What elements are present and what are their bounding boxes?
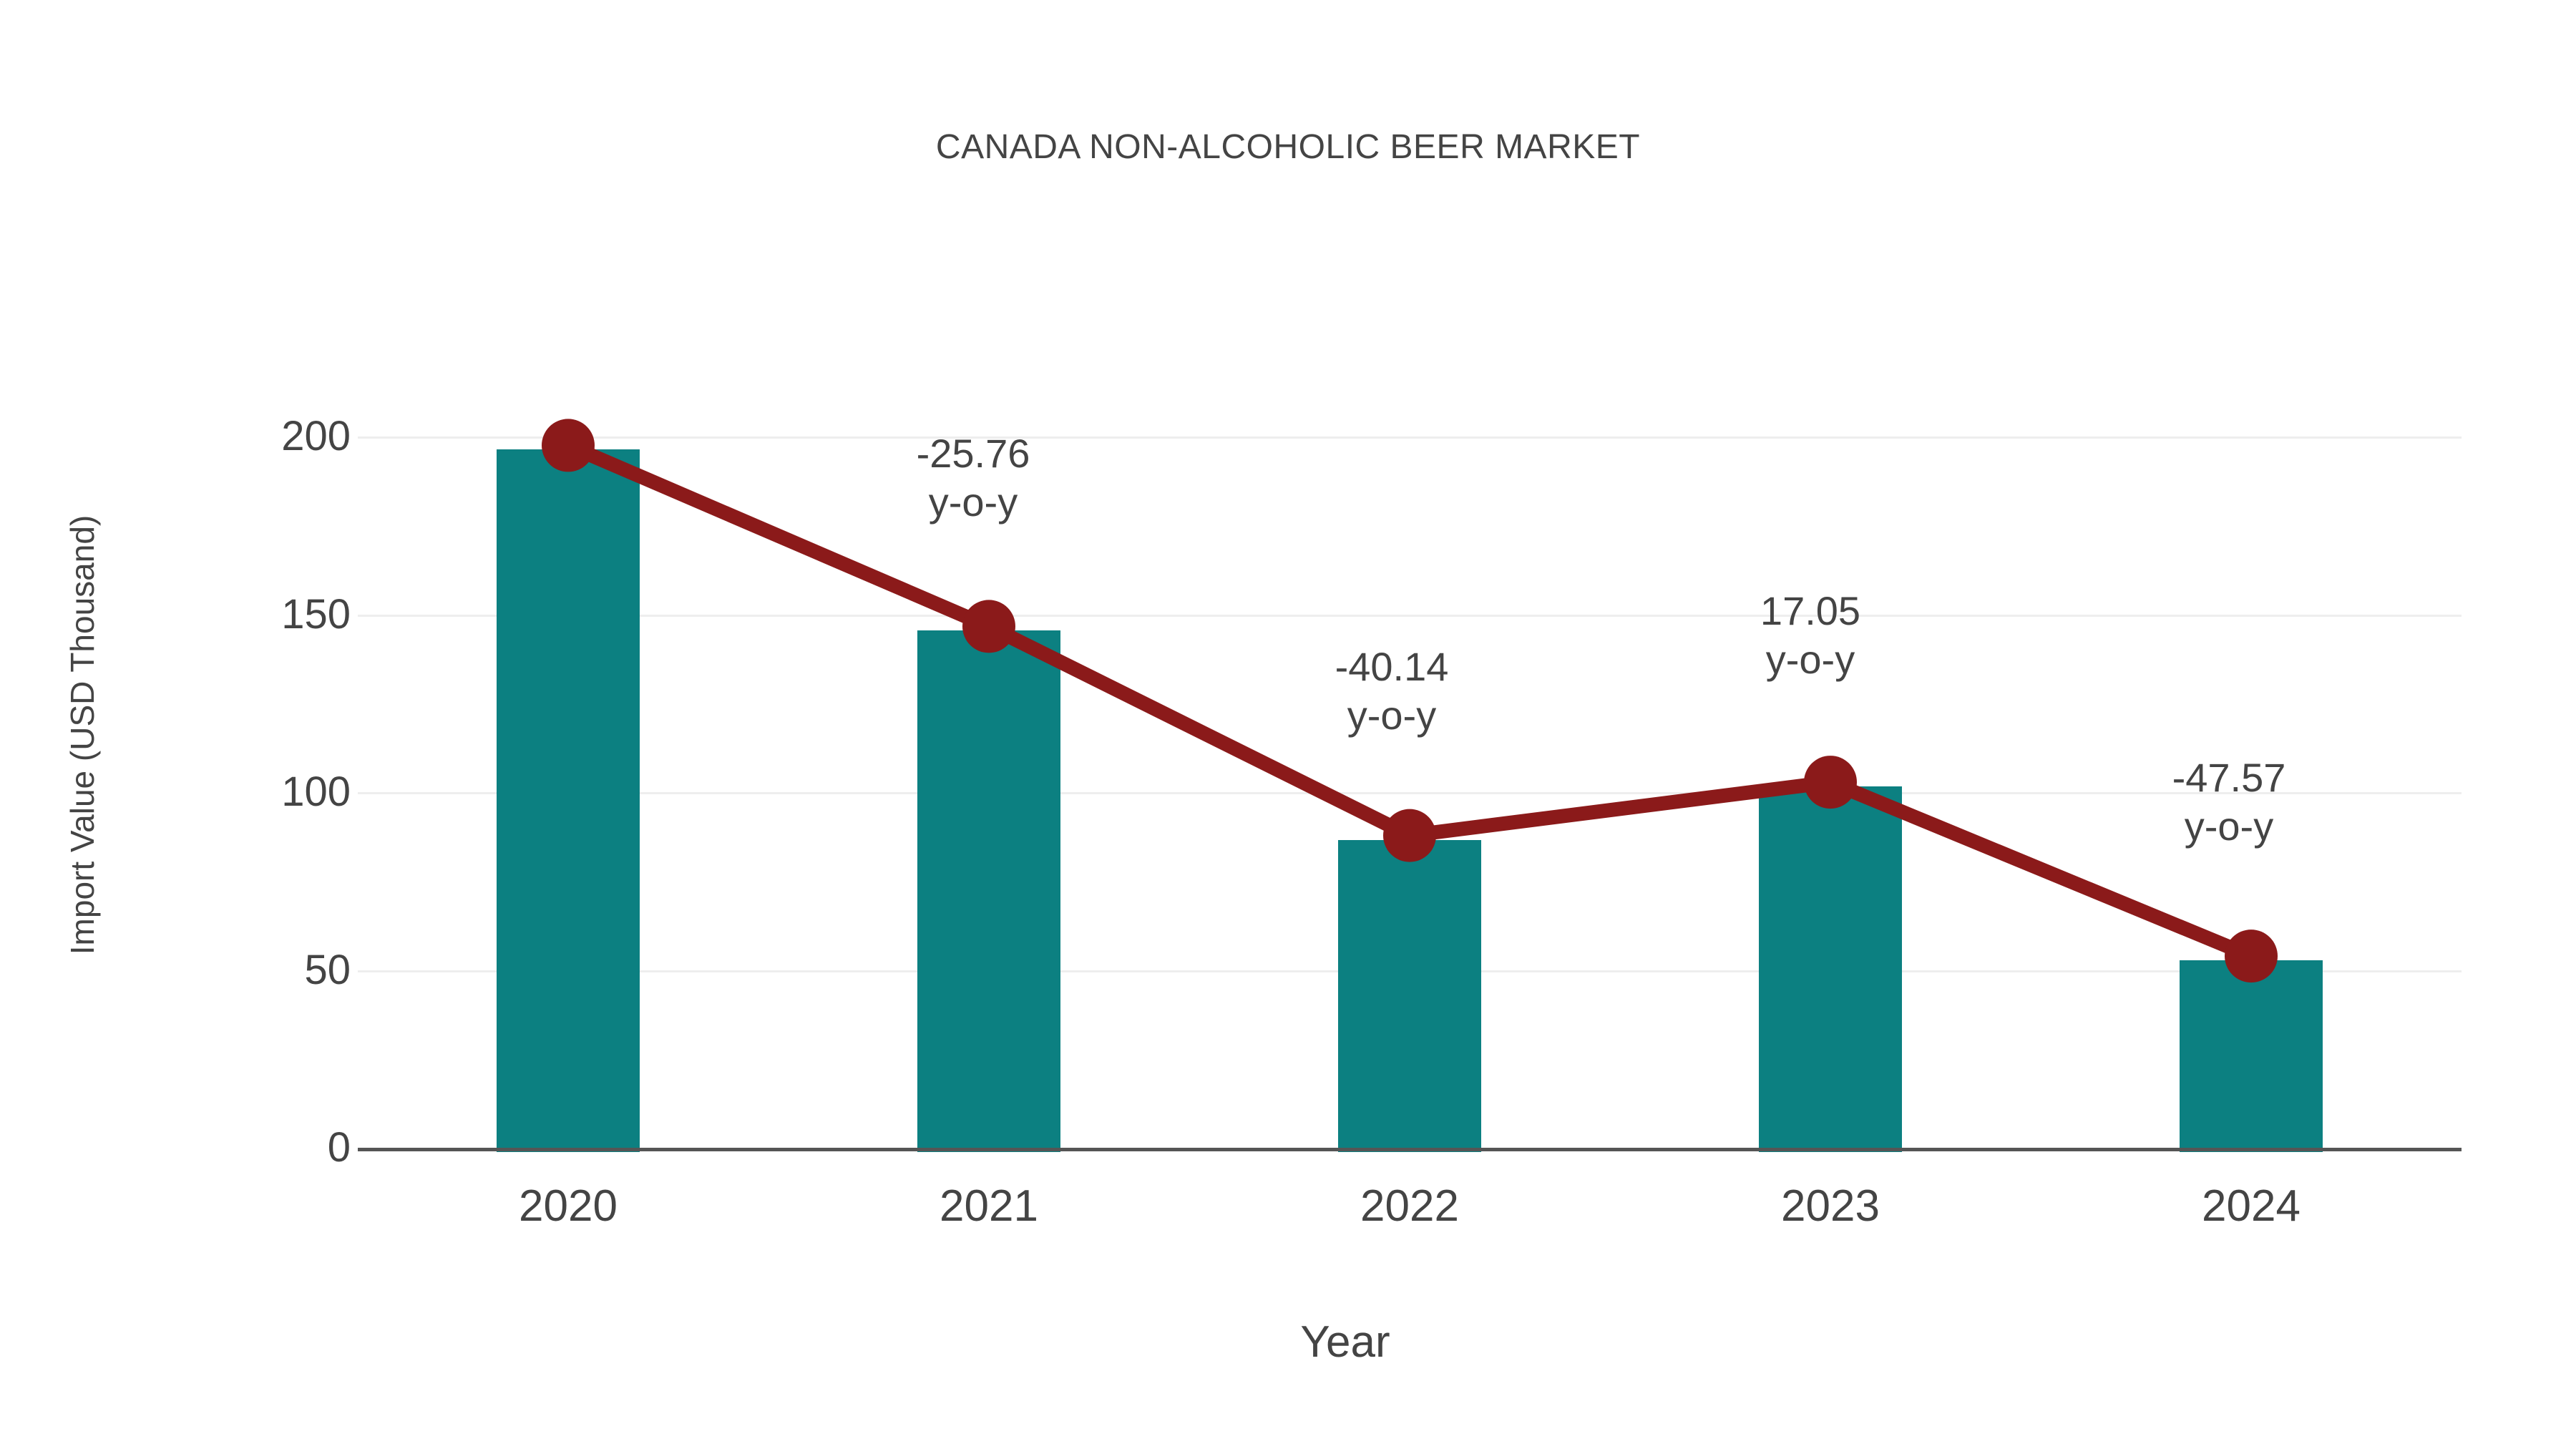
y-tick-label-0: 0 [327, 1124, 351, 1171]
gridline-150 [358, 614, 2462, 617]
yoy-value-2021: -25.76 [916, 431, 1030, 476]
bar-2023[interactable] [1759, 786, 1902, 1152]
bar-2022[interactable] [1338, 839, 1481, 1152]
y-tick-label-200: 200 [281, 413, 351, 459]
bar-2021[interactable] [917, 630, 1060, 1152]
x-tick-label-2020: 2020 [519, 1181, 618, 1231]
bar-2020[interactable] [497, 449, 640, 1152]
yoy-unit-2021: y-o-y [928, 479, 1018, 525]
bar-2024[interactable] [2180, 960, 2323, 1152]
y-axis-title: Import Value (USD Thousand) [64, 514, 101, 955]
yoy-annotation-2023: 17.05 y-o-y [1646, 587, 1975, 685]
yoy-annotation-2024: -47.57 y-o-y [2064, 753, 2394, 852]
gridline-200 [358, 436, 2462, 439]
chart-title: CANADA NON-ALCOHOLIC BEER MARKET [935, 128, 1641, 166]
x-axis-line [358, 1148, 2462, 1151]
yoy-unit-2022: y-o-y [1347, 693, 1437, 738]
y-tick-label-100: 100 [281, 769, 351, 815]
yoy-unit-2023: y-o-y [1765, 637, 1855, 683]
yoy-unit-2024: y-o-y [2184, 804, 2274, 849]
x-tick-label-2024: 2024 [2202, 1181, 2301, 1231]
y-tick-label-50: 50 [304, 946, 351, 993]
yoy-value-2023: 17.05 [1760, 588, 1861, 633]
x-tick-label-2022: 2022 [1360, 1181, 1459, 1231]
y-tick-label-150: 150 [281, 590, 351, 638]
yoy-annotation-2021: -25.76 y-o-y [809, 429, 1138, 527]
x-tick-label-2021: 2021 [940, 1181, 1038, 1231]
yoy-value-2024: -47.57 [2172, 755, 2286, 800]
x-tick-label-2023: 2023 [1781, 1181, 1880, 1231]
yoy-value-2022: -40.14 [1335, 644, 1449, 689]
yoy-annotation-2022: -40.14 y-o-y [1227, 643, 1556, 741]
x-axis-title: Year [1300, 1317, 1390, 1367]
